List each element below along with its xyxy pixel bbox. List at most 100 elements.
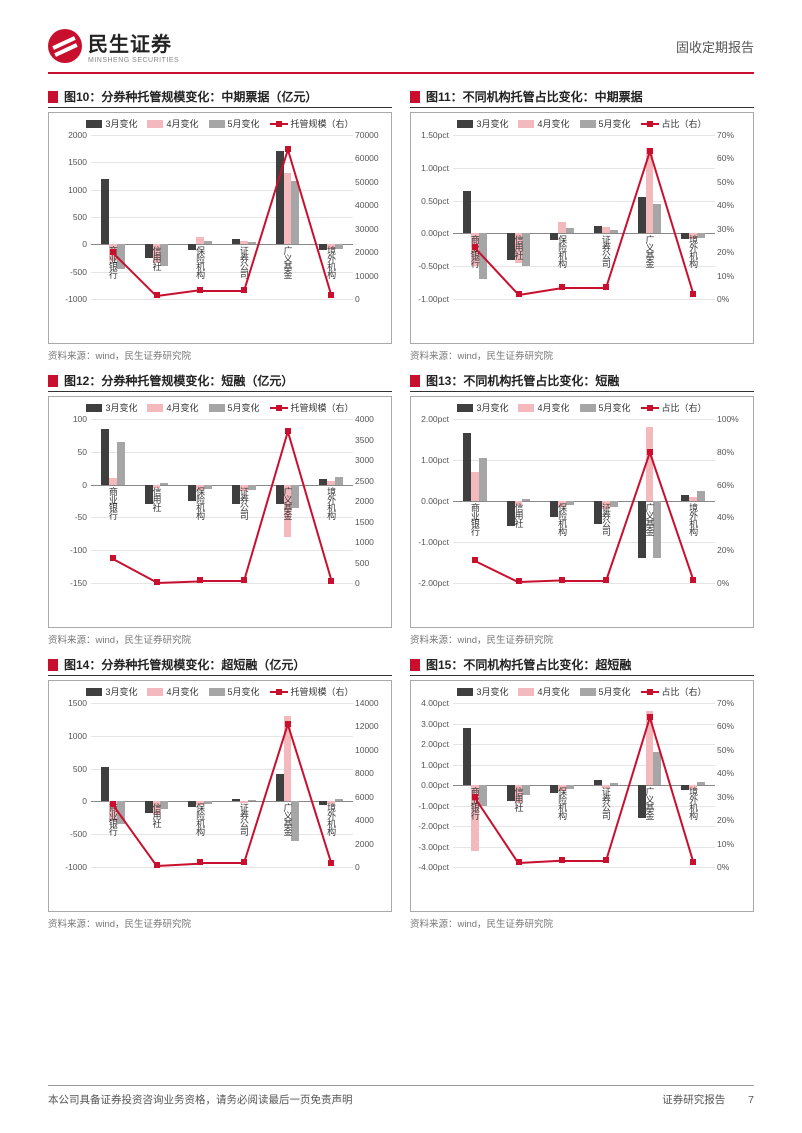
line-point: [647, 148, 653, 154]
x-category-label: 广义基金: [283, 246, 292, 278]
chart-legend: 3月变化4月变化5月变化托管规模（右）: [51, 401, 389, 414]
legend-item: 3月变化: [457, 117, 508, 130]
brand-name-en: MINSHENG SECURITIES: [88, 57, 179, 64]
legend-label: 3月变化: [476, 117, 508, 130]
x-category-label: 证券公司: [239, 803, 248, 835]
report-type: 固收定期报告: [676, 37, 754, 56]
ytick-right: 70000: [355, 130, 389, 140]
chart-title: 图11：不同机构托管占比变化：中期票据: [426, 88, 643, 105]
line-point: [241, 577, 247, 583]
bar: [463, 191, 471, 234]
bar: [610, 783, 618, 785]
ytick-right: 60%: [717, 721, 751, 731]
line-segment: [562, 580, 606, 582]
legend-line-swatch: [641, 404, 659, 412]
ytick-right: 70%: [717, 698, 751, 708]
line-point: [559, 284, 565, 290]
bar: [463, 728, 471, 785]
ytick-right: 4000: [355, 815, 389, 825]
ytick-left: 1000: [51, 185, 87, 195]
legend-swatch: [580, 688, 596, 696]
brand-name-cn: 民生证券: [88, 28, 179, 57]
legend-item-line: 占比（右）: [641, 685, 707, 698]
ytick-left: -500: [51, 829, 87, 839]
line-point: [559, 577, 565, 583]
line-point: [241, 859, 247, 865]
ytick-right: 40000: [355, 200, 389, 210]
legend-item: 4月变化: [518, 685, 569, 698]
legend-item: 3月变化: [86, 401, 137, 414]
legend-label: 4月变化: [166, 401, 198, 414]
legend-line-label: 占比（右）: [662, 685, 707, 698]
legend-label: 3月变化: [476, 401, 508, 414]
line-point: [285, 146, 291, 152]
ytick-right: 500: [355, 558, 389, 568]
ytick-left: -2.00pct: [413, 821, 449, 831]
bar: [697, 233, 705, 238]
bar: [335, 477, 343, 485]
x-category-label: 商业银行: [108, 487, 117, 519]
ytick-right: 10000: [355, 745, 389, 755]
ytick-left: -2.00pct: [413, 578, 449, 588]
ytick-right: 0: [355, 862, 389, 872]
ytick-left: 1500: [51, 157, 87, 167]
line-point: [690, 291, 696, 297]
ytick-right: 0: [355, 294, 389, 304]
line-point: [285, 721, 291, 727]
legend-item: 3月变化: [457, 401, 508, 414]
ytick-left: -1000: [51, 294, 87, 304]
chart-c12: 图12：分券种托管规模变化：短融（亿元）3月变化4月变化5月变化托管规模（右）-…: [48, 372, 392, 646]
bar: [610, 501, 618, 507]
bar: [681, 495, 689, 501]
ytick-right: 0%: [717, 578, 751, 588]
ytick-left: -150: [51, 578, 87, 588]
legend-swatch: [518, 404, 534, 412]
ytick-left: 0: [51, 480, 87, 490]
bar: [196, 237, 204, 244]
ytick-right: 40%: [717, 768, 751, 778]
ytick-left: 0: [51, 239, 87, 249]
legend-item: 5月变化: [580, 685, 631, 698]
legend-label: 5月变化: [599, 685, 631, 698]
ytick-right: 0%: [717, 294, 751, 304]
bar: [291, 485, 299, 508]
ytick-left: -1.00pct: [413, 801, 449, 811]
bar: [522, 233, 530, 266]
x-category-label: 保险机构: [557, 787, 566, 819]
title-bullet-icon: [410, 375, 420, 387]
x-category-label: 信用社: [152, 803, 161, 827]
ytick-right: 3000: [355, 455, 389, 465]
ytick-right: 60%: [717, 480, 751, 490]
bar: [109, 478, 117, 485]
line-segment: [156, 862, 200, 866]
x-category-label: 信用社: [514, 235, 523, 259]
legend-item: 5月变化: [209, 117, 260, 130]
x-category-label: 境外机构: [688, 503, 697, 535]
bar: [240, 241, 248, 245]
x-category-label: 广义基金: [283, 803, 292, 835]
x-category-label: 广义基金: [645, 787, 654, 819]
legend-line-swatch: [270, 688, 288, 696]
x-category-label: 保险机构: [557, 235, 566, 267]
bar: [101, 429, 109, 485]
bar: [232, 799, 240, 802]
chart-c15: 图15：不同机构托管占比变化：超短融3月变化4月变化5月变化占比（右）-4.00…: [410, 656, 754, 930]
legend-line-swatch: [270, 404, 288, 412]
ytick-left: 2000: [51, 130, 87, 140]
line-segment: [474, 560, 519, 583]
bar: [276, 774, 284, 802]
x-category-label: 境外机构: [326, 246, 335, 278]
legend-line-label: 占比（右）: [662, 401, 707, 414]
line-point: [110, 555, 116, 561]
line-point: [328, 292, 334, 298]
bar: [335, 799, 343, 801]
x-category-label: 广义基金: [645, 503, 654, 535]
ytick-right: 40%: [717, 200, 751, 210]
line-point: [197, 859, 203, 865]
chart-source: 资料来源：wind，民生证券研究院: [410, 916, 754, 930]
page-number: 7: [748, 1094, 754, 1106]
x-category-label: 保险机构: [557, 503, 566, 535]
chart-title: 图10：分券种托管规模变化：中期票据（亿元）: [64, 88, 317, 105]
legend-swatch: [209, 688, 225, 696]
x-category-label: 境外机构: [326, 487, 335, 519]
